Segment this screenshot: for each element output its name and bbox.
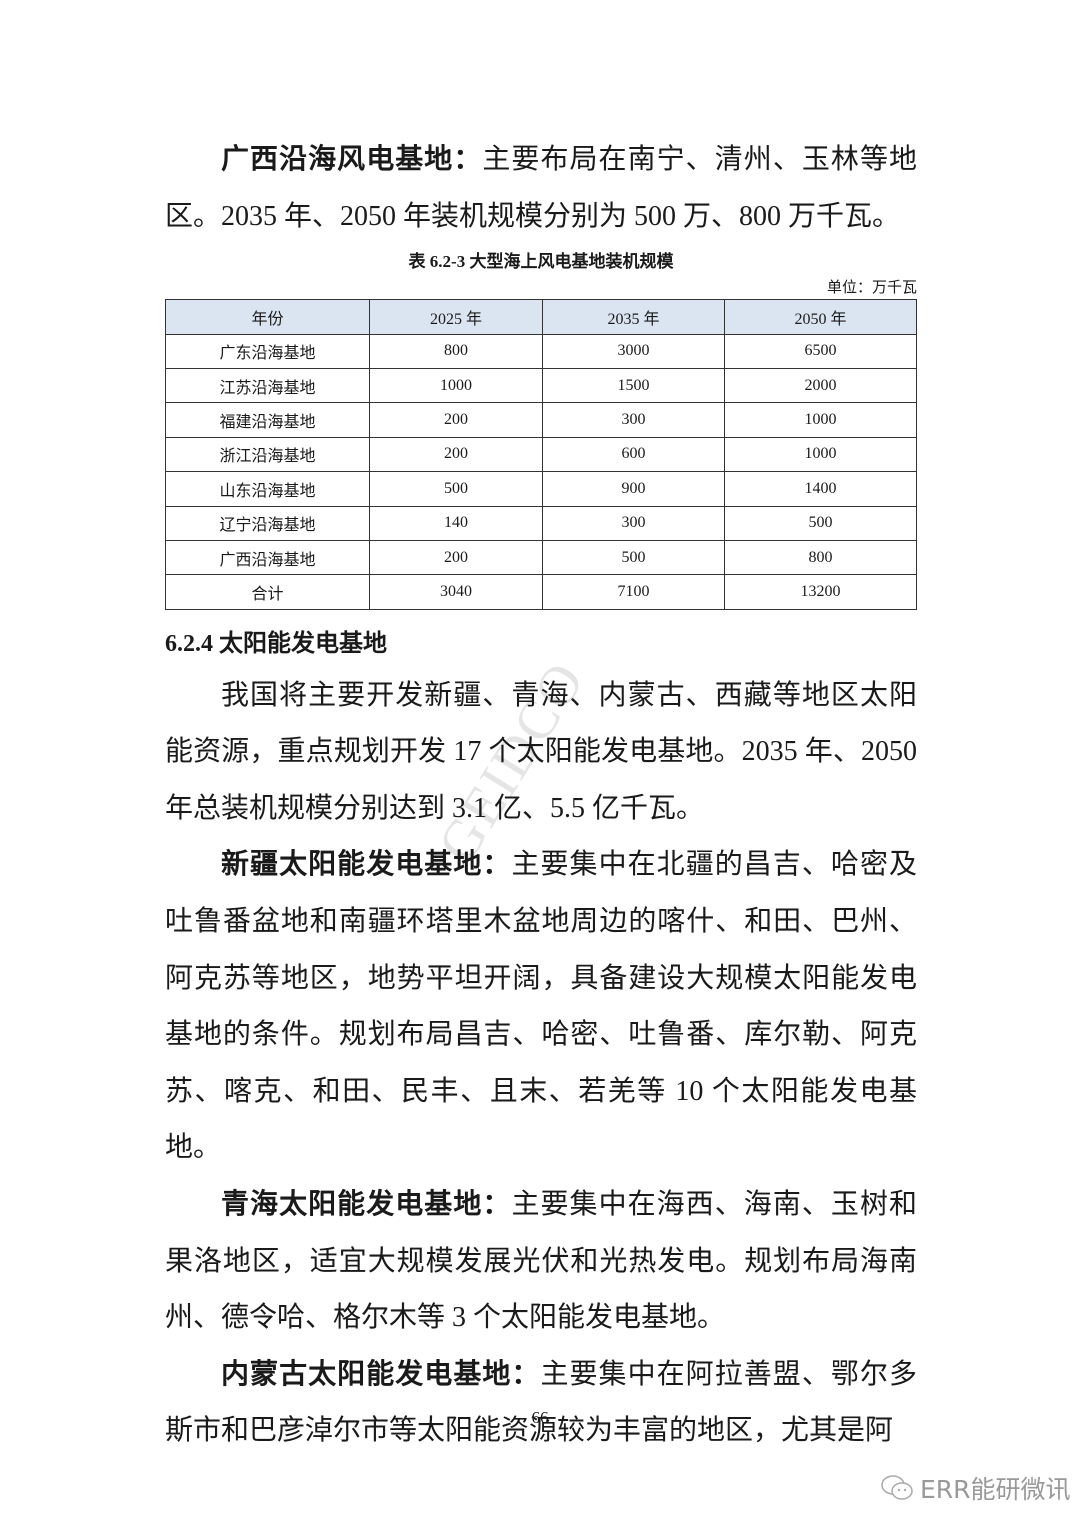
row-label-cell: 山东沿海基地	[165, 471, 370, 507]
value-cell: 1000	[724, 436, 917, 473]
row-label-cell: 福建沿海基地	[165, 402, 370, 438]
value-cell: 800	[724, 539, 917, 576]
value-cell: 3040	[369, 574, 543, 610]
paragraph-guangxi-wind: 广西沿海风电基地：主要布局在南宁、清州、玉林等地区。2035 年、2050 年装…	[165, 132, 917, 245]
value-cell: 1000	[369, 367, 543, 404]
paragraph-lead: 广西沿海风电基地：	[221, 144, 483, 175]
header-cell: 2025 年	[369, 299, 543, 335]
paragraph-lead: 内蒙古太阳能发电基地：	[221, 1358, 541, 1390]
table-row: 江苏沿海基地 1000 1500 2000	[165, 367, 917, 404]
page-number: 66	[531, 1408, 549, 1427]
paragraph-text: 主要集中在阿拉善盟、鄂尔多斯市和巴彦淖尔市等太阳能资源较为丰富的地区，尤其是阿	[165, 1358, 917, 1447]
row-label-cell: 广西沿海基地	[165, 539, 370, 576]
header-cell: 年份	[165, 299, 370, 335]
row-label-cell: 合计	[165, 574, 370, 610]
value-cell: 1500	[542, 367, 725, 404]
paragraph-text: 我国将主要开发新疆、青海、内蒙古、西藏等地区太阳能资源，重点规划开发 17 个太…	[165, 679, 917, 824]
paragraph-qinghai: 青海太阳能发电基地：主要集中在海西、海南、玉树和果洛地区，适宜大规模发展光伏和光…	[165, 1177, 917, 1347]
table-row: 广东沿海基地 800 3000 6500	[165, 333, 917, 369]
paragraph-solar-intro: 我国将主要开发新疆、青海、内蒙古、西藏等地区太阳能资源，重点规划开发 17 个太…	[165, 668, 917, 838]
table-unit: 单位：万千瓦	[826, 280, 917, 297]
paragraph-lead: 青海太阳能发电基地：	[221, 1189, 512, 1221]
value-cell: 500	[724, 505, 917, 541]
value-cell: 3000	[542, 333, 725, 369]
paragraph-text: 主要集中在北疆的昌吉、哈密及吐鲁番盆地和南疆环塔里木盆地周边的喀什、和田、巴州、…	[165, 849, 917, 1164]
paragraph-text: 主要集中在海西、海南、玉树和果洛地区，适宜大规模发展光伏和光热发电。规划布局海南…	[165, 1189, 917, 1334]
value-cell: 7100	[542, 574, 725, 610]
wechat-account-name: ERR能研微讯	[920, 1475, 1071, 1504]
row-label-cell: 辽宁沿海基地	[165, 505, 370, 541]
table-row: 山东沿海基地 500 900 1400	[165, 471, 917, 507]
value-cell: 300	[542, 402, 725, 438]
section-heading: 6.2.4 太阳能发电基地	[165, 630, 387, 657]
value-cell: 900	[542, 471, 725, 507]
value-cell: 200	[369, 402, 543, 438]
paragraph-lead: 新疆太阳能发电基地：	[221, 849, 512, 881]
table-caption: 表 6.2-3 大型海上风电基地装机规模	[408, 252, 674, 272]
table-row: 浙江沿海基地 200 600 1000	[165, 436, 917, 473]
value-cell: 300	[542, 505, 725, 541]
table-row: 福建沿海基地 200 300 1000	[165, 402, 917, 438]
value-cell: 200	[369, 539, 543, 576]
row-label-cell: 广东沿海基地	[165, 333, 370, 369]
table-row: 辽宁沿海基地 140 300 500	[165, 505, 917, 541]
paragraph-xinjiang: 新疆太阳能发电基地：主要集中在北疆的昌吉、哈密及吐鲁番盆地和南疆环塔里木盆地周边…	[165, 837, 917, 1177]
paragraph-text: 主要布局在南宁、清州、玉林等地区。2035 年、2050 年装机规模分别为 50…	[165, 144, 917, 232]
value-cell: 1400	[724, 471, 917, 507]
document-page: 广西沿海风电基地：主要布局在南宁、清州、玉林等地区。2035 年、2050 年装…	[165, 132, 917, 1460]
wechat-watermark: ERR能研微讯	[880, 1470, 1071, 1506]
value-cell: 6500	[724, 333, 917, 369]
value-cell: 2000	[724, 367, 917, 404]
offshore-wind-table: 年份 2025 年 2035 年 2050 年 广东沿海基地 800 3000 650…	[165, 299, 917, 610]
header-cell: 2050 年	[724, 299, 917, 335]
header-cell: 2035 年	[542, 299, 725, 335]
value-cell: 800	[369, 333, 543, 369]
value-cell: 500	[542, 539, 725, 576]
value-cell: 200	[369, 436, 543, 473]
paragraph-neimenggu: 内蒙古太阳能发电基地：主要集中在阿拉善盟、鄂尔多斯市和巴彦淖尔市等太阳能资源较为…	[165, 1347, 917, 1460]
value-cell: 600	[542, 436, 725, 473]
value-cell: 140	[369, 505, 543, 541]
table-row: 广西沿海基地 200 500 800	[165, 539, 917, 576]
table-row: 合计 3040 7100 13200	[165, 574, 917, 610]
row-label-cell: 江苏沿海基地	[165, 367, 370, 404]
value-cell: 1000	[724, 402, 917, 438]
table-header-row: 年份 2025 年 2035 年 2050 年	[165, 299, 917, 335]
value-cell: 500	[369, 471, 543, 507]
row-label-cell: 浙江沿海基地	[165, 436, 370, 473]
value-cell: 13200	[724, 574, 917, 610]
wechat-icon	[881, 1475, 913, 1500]
